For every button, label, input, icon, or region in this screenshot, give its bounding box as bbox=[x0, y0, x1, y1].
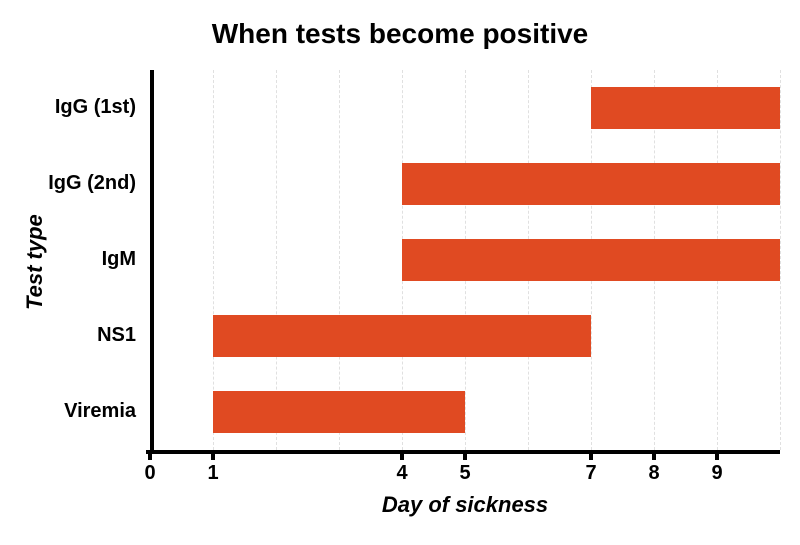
x-tick-label: 7 bbox=[585, 462, 596, 485]
x-tick-label: 5 bbox=[459, 462, 470, 485]
bar bbox=[402, 239, 780, 281]
x-tick-mark bbox=[589, 450, 593, 460]
y-tick-label: NS1 bbox=[16, 324, 136, 347]
x-tick-mark bbox=[211, 450, 215, 460]
y-tick-label: IgG (1st) bbox=[16, 96, 136, 119]
y-tick-label: IgM bbox=[16, 248, 136, 271]
bar bbox=[213, 391, 465, 433]
bar bbox=[213, 315, 591, 357]
y-tick-label: Viremia bbox=[16, 400, 136, 423]
x-tick-mark bbox=[400, 450, 404, 460]
y-axis-line bbox=[150, 70, 154, 450]
x-tick-label: 1 bbox=[207, 462, 218, 485]
x-tick-mark bbox=[652, 450, 656, 460]
x-axis-label: Day of sickness bbox=[150, 492, 780, 518]
x-tick-label: 4 bbox=[396, 462, 407, 485]
chart-container: When tests become positive Test type Day… bbox=[0, 0, 800, 545]
x-tick-label: 0 bbox=[144, 462, 155, 485]
chart-title: When tests become positive bbox=[0, 18, 800, 50]
x-tick-label: 8 bbox=[648, 462, 659, 485]
bar bbox=[591, 87, 780, 129]
y-tick-label: IgG (2nd) bbox=[16, 172, 136, 195]
bar bbox=[402, 163, 780, 205]
x-tick-mark bbox=[715, 450, 719, 460]
plot-area bbox=[150, 70, 780, 450]
gridline bbox=[780, 70, 781, 450]
x-tick-mark bbox=[463, 450, 467, 460]
x-tick-label: 9 bbox=[711, 462, 722, 485]
x-tick-mark bbox=[148, 450, 152, 460]
